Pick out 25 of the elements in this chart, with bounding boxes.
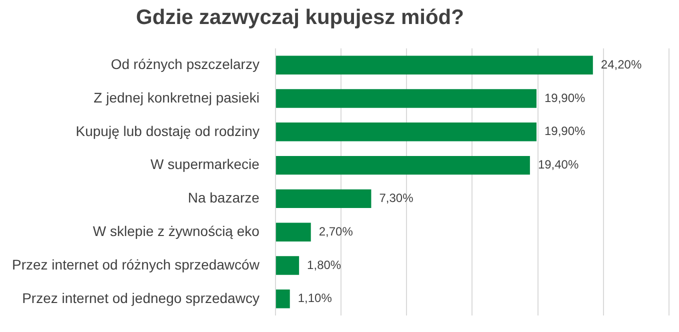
data-label: 2,70% [318,224,354,238]
bar [276,222,311,242]
bar [276,156,530,175]
y-tick-label: Od różnych pszczelarzy [110,56,260,72]
data-label: 19,90% [544,90,586,105]
y-tick-label: Na bazarze [188,190,260,206]
bar [276,89,537,108]
y-tick-label: W sklepie z żywnością eko [92,222,260,239]
bar [276,56,593,74]
data-label: 7,30% [379,191,414,206]
bar [276,290,290,308]
data-label: 24,20% [600,57,642,72]
y-tick-label: Z jednej konkretnej pasieki [94,89,260,106]
data-label: 1,10% [298,291,332,306]
data-label: 19,40% [538,158,579,172]
y-tick-label: Przez internet od jednego sprzedawcy [22,290,260,306]
y-tick-label: W supermarkecie [150,156,260,172]
data-label: 19,90% [544,124,586,138]
bar [276,256,300,275]
y-tick-label: Przez internet od różnych sprzedawców [12,256,260,272]
data-label: 1,80% [307,258,342,272]
bar [276,122,537,142]
chart-title: Gdzie zazwyczaj kupujesz miód? [135,6,465,30]
bar [276,189,372,208]
y-tick-label: Kupuję lub dostaję od rodziny [76,122,260,139]
